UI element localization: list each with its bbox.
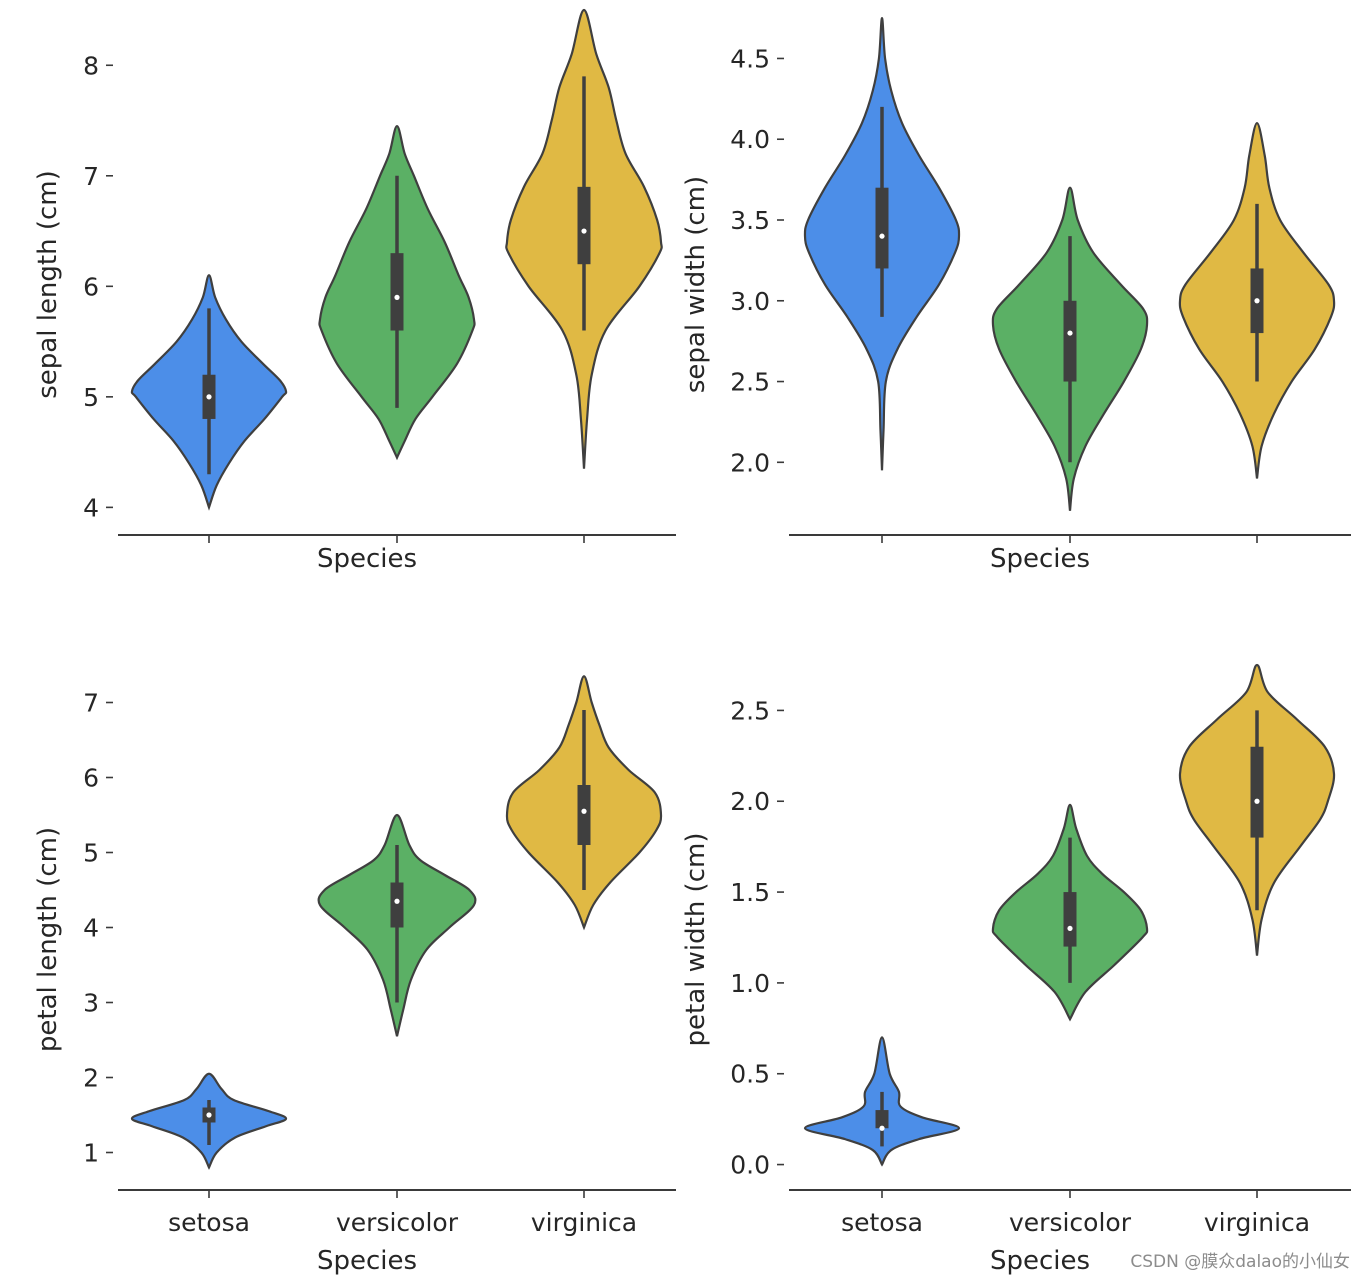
iqr-box-virginica — [1250, 746, 1264, 838]
y-tick-label: 5 — [83, 383, 99, 412]
iqr-box-setosa — [875, 1110, 889, 1129]
y-tick-label: 8 — [83, 51, 99, 80]
median-dot-setosa — [879, 233, 885, 239]
y-tick-label: 3 — [83, 989, 99, 1018]
iqr-box-versicolor — [1063, 300, 1077, 382]
chart-panel-3: 1 2 3 4 5 6 7 setosa versicolor virginica Species p… — [33, 675, 676, 1276]
y-tick-label: 0.0 — [730, 1151, 770, 1180]
median-dot-setosa — [206, 394, 212, 400]
y-tick-label: 2.0 — [730, 787, 770, 816]
y-tick-label: 1.5 — [730, 878, 770, 907]
watermark-text: CSDN @膜众dalao的小仙女 — [1130, 1252, 1350, 1272]
y-tick-label: 7 — [83, 162, 99, 191]
y-tick-label: 4 — [83, 493, 99, 522]
median-dot-virginica — [581, 228, 587, 234]
x-tick-label: versicolor — [336, 1208, 459, 1237]
median-dot-versicolor — [1067, 330, 1073, 336]
x-axis-label: Species — [990, 1246, 1090, 1276]
x-tick-label: setosa — [841, 1208, 923, 1237]
x-tick-label: virginica — [531, 1208, 637, 1237]
chart-panel-1: 4 5 6 7 8 Species sepal length (cm) — [33, 8, 676, 574]
y-tick-label: 1.0 — [730, 969, 770, 998]
y-tick-label: 2.5 — [730, 368, 770, 397]
iqr-box-virginica — [577, 186, 591, 265]
y-tick-label: 7 — [83, 689, 99, 718]
y-tick-label: 2.0 — [730, 448, 770, 477]
y-tick-label: 0.5 — [730, 1060, 770, 1089]
median-dot-versicolor — [394, 898, 400, 904]
iqr-box-versicolor — [390, 253, 404, 331]
median-dot-versicolor — [1067, 925, 1073, 932]
iqr-box-versicolor — [1063, 892, 1077, 947]
y-axis-label: sepal width (cm) — [681, 176, 711, 393]
median-dot-setosa — [206, 1112, 212, 1118]
x-tick-label: versicolor — [1009, 1208, 1132, 1237]
y-tick-label: 5 — [83, 839, 99, 868]
y-tick-label: 6 — [83, 764, 99, 793]
y-tick-label: 4 — [83, 914, 99, 943]
chart-panel-4: 0.0 0.5 1.0 1.5 2.0 2.5 setosa versicolor virgin… — [681, 663, 1351, 1276]
y-tick-label: 4.0 — [730, 125, 770, 154]
y-tick-label: 3.0 — [730, 287, 770, 316]
x-axis-label: Species — [990, 544, 1090, 574]
x-axis-label: Species — [317, 544, 417, 574]
y-axis-label: petal length (cm) — [33, 827, 63, 1052]
y-tick-label: 4.5 — [730, 44, 770, 73]
y-tick-label: 2 — [83, 1064, 99, 1093]
y-tick-label: 6 — [83, 272, 99, 301]
iqr-box-versicolor — [390, 882, 404, 928]
iqr-box-virginica — [577, 785, 591, 845]
x-axis-label: Species — [317, 1246, 417, 1276]
y-tick-label: 1 — [83, 1139, 99, 1168]
iqr-box-setosa — [875, 187, 889, 269]
median-dot-virginica — [1254, 298, 1260, 304]
x-tick-label: setosa — [168, 1208, 250, 1237]
median-dot-virginica — [1254, 798, 1260, 804]
chart-panel-2: 2.0 2.5 3.0 3.5 4.0 4.5 Species sepal width (cm… — [681, 16, 1351, 574]
x-tick-label: virginica — [1204, 1208, 1310, 1237]
median-dot-virginica — [581, 808, 587, 814]
y-tick-label: 2.5 — [730, 696, 770, 725]
y-tick-label: 3.5 — [730, 206, 770, 235]
y-axis-label: petal width (cm) — [681, 833, 711, 1047]
y-axis-label: sepal length (cm) — [33, 170, 63, 399]
median-dot-setosa — [879, 1125, 885, 1131]
median-dot-versicolor — [394, 294, 400, 300]
